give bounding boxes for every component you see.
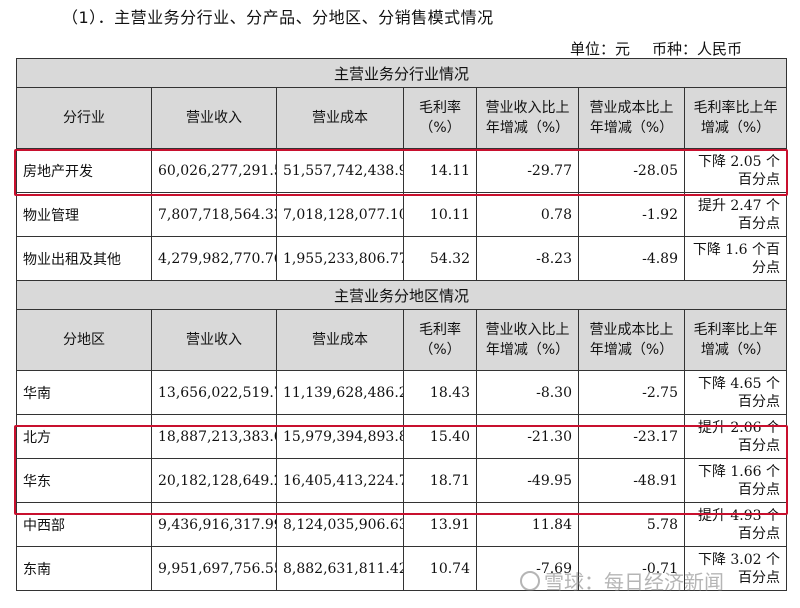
row-name: 房地产开发	[16, 148, 152, 193]
revenue-cell: 7,807,718,564.33	[151, 192, 277, 237]
col-header: 营业成本比上年增减（%）	[578, 87, 685, 149]
table-row: 华南 13,656,022,519.78 11,139,628,486.20 1…	[16, 370, 788, 415]
margin-cell: 13.91	[403, 502, 477, 547]
col-header: 分行业	[16, 87, 152, 149]
unit-line: 单位：元 币种：人民币	[570, 38, 742, 59]
revenue-change-cell: -8.30	[476, 370, 579, 415]
industry-header-row: 分行业 营业收入 营业成本 毛利率（%） 营业收入比上年增减（%） 营业成本比上…	[16, 87, 788, 149]
revenue-cell: 60,026,277,291.55	[151, 148, 277, 193]
row-name: 华南	[16, 370, 152, 415]
revenue-table: 主营业务分行业情况 分行业 营业收入 营业成本 毛利率（%） 营业收入比上年增减…	[15, 58, 788, 591]
cost-change-cell: -4.89	[578, 236, 685, 281]
revenue-cell: 20,182,128,649.24	[151, 458, 277, 503]
col-header: 营业收入	[151, 87, 277, 149]
revenue-cell: 13,656,022,519.78	[151, 370, 277, 415]
revenue-cell: 9,436,916,317.99	[151, 502, 277, 547]
revenue-change-cell: -8.23	[476, 236, 579, 281]
margin-change-cell: 提升 2.47 个百分点	[683, 192, 788, 237]
watermark: 雪球：每日经济新闻	[520, 566, 724, 595]
margin-change-cell: 下降 1.66 个百分点	[683, 458, 788, 503]
row-name: 华东	[16, 458, 152, 503]
col-header: 营业成本比上年增减（%）	[578, 309, 685, 371]
table-row: 东南 9,951,697,756.55 8,882,631,811.42 10.…	[16, 546, 788, 591]
region-header-row: 分地区 营业收入 营业成本 毛利率（%） 营业收入比上年增减（%） 营业成本比上…	[16, 309, 788, 371]
revenue-change-cell: -21.30	[476, 414, 579, 459]
margin-change-cell: 下降 1.6 个百分点	[683, 236, 788, 281]
table-row: 物业管理 7,807,718,564.33 7,018,128,077.10 1…	[16, 192, 788, 237]
table-row: 房地产开发 60,026,277,291.55 51,557,742,438.9…	[16, 148, 788, 193]
margin-cell: 54.32	[403, 236, 477, 281]
table-row: 华东 20,182,128,649.24 16,405,413,224.74 1…	[16, 458, 788, 503]
cost-cell: 7,018,128,077.10	[276, 192, 404, 237]
margin-cell: 18.71	[403, 458, 477, 503]
margin-cell: 10.74	[403, 546, 477, 591]
col-header: 毛利率（%）	[403, 87, 477, 149]
margin-cell: 10.11	[403, 192, 477, 237]
row-name: 北方	[16, 414, 152, 459]
margin-cell: 14.11	[403, 148, 477, 193]
cost-change-cell: 5.78	[578, 502, 685, 547]
cost-cell: 11,139,628,486.20	[276, 370, 404, 415]
row-name: 物业管理	[16, 192, 152, 237]
table-row: 物业出租及其他 4,279,982,770.76 1,955,233,806.7…	[16, 236, 788, 281]
section-heading: （1）．主营业务分行业、分产品、分地区、分销售模式情况	[62, 8, 494, 27]
margin-cell: 18.43	[403, 370, 477, 415]
cost-change-cell: -23.17	[578, 414, 685, 459]
industry-section-row: 主营业务分行业情况	[15, 58, 788, 88]
col-header: 毛利率比上年增减（%）	[683, 309, 788, 371]
col-header: 分地区	[16, 309, 152, 371]
cost-cell: 51,557,742,438.97	[276, 148, 404, 193]
industry-section-title: 主营业务分行业情况	[15, 58, 788, 88]
snowball-logo-icon	[520, 571, 540, 591]
col-header: 营业收入比上年增减（%）	[476, 309, 579, 371]
cost-cell: 16,405,413,224.74	[276, 458, 404, 503]
row-name: 东南	[16, 546, 152, 591]
cost-cell: 15,979,394,893.85	[276, 414, 404, 459]
region-section-row: 主营业务分地区情况	[15, 280, 788, 310]
margin-change-cell: 下降 2.05 个百分点	[683, 148, 788, 193]
cost-cell: 1,955,233,806.77	[276, 236, 404, 281]
revenue-cell: 9,951,697,756.55	[151, 546, 277, 591]
col-header: 毛利率比上年增减（%）	[683, 87, 788, 149]
cost-change-cell: -28.05	[578, 148, 685, 193]
cost-change-cell: -48.91	[578, 458, 685, 503]
unit-label: 单位：元	[570, 40, 631, 58]
watermark-text: 雪球：每日经济新闻	[544, 570, 724, 594]
cost-change-cell: -2.75	[578, 370, 685, 415]
currency-label: 币种：人民币	[652, 40, 743, 58]
margin-change-cell: 下降 4.65 个百分点	[683, 370, 788, 415]
revenue-cell: 18,887,213,383.08	[151, 414, 277, 459]
cost-cell: 8,124,035,906.63	[276, 502, 404, 547]
margin-cell: 15.40	[403, 414, 477, 459]
col-header: 营业收入	[151, 309, 277, 371]
row-name: 物业出租及其他	[16, 236, 152, 281]
margin-change-cell: 提升 2.06 个百分点	[683, 414, 788, 459]
col-header: 营业收入比上年增减（%）	[476, 87, 579, 149]
col-header: 营业成本	[276, 87, 404, 149]
revenue-change-cell: -29.77	[476, 148, 579, 193]
col-header: 毛利率（%）	[403, 309, 477, 371]
cost-cell: 8,882,631,811.42	[276, 546, 404, 591]
cost-change-cell: -1.92	[578, 192, 685, 237]
revenue-change-cell: 0.78	[476, 192, 579, 237]
region-section-title: 主营业务分地区情况	[15, 280, 788, 310]
table-row: 中西部 9,436,916,317.99 8,124,035,906.63 13…	[16, 502, 788, 547]
revenue-change-cell: 11.84	[476, 502, 579, 547]
margin-change-cell: 提升 4.93 个百分点	[683, 502, 788, 547]
table-row: 北方 18,887,213,383.08 15,979,394,893.85 1…	[16, 414, 788, 459]
revenue-cell: 4,279,982,770.76	[151, 236, 277, 281]
row-name: 中西部	[16, 502, 152, 547]
col-header: 营业成本	[276, 309, 404, 371]
margin-change-cell: 下降 3.02 个百分点	[683, 546, 788, 591]
revenue-change-cell: -49.95	[476, 458, 579, 503]
